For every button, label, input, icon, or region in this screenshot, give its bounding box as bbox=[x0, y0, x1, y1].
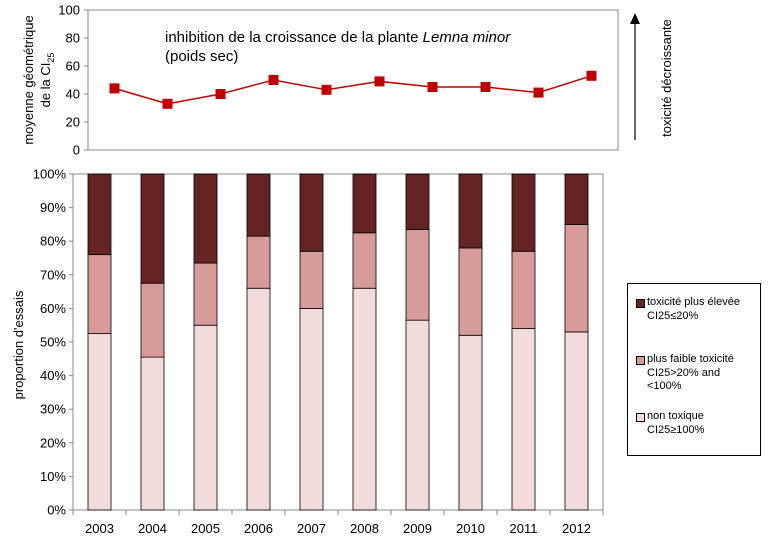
line-chart-series bbox=[109, 70, 597, 109]
bar-2011-series-2 bbox=[511, 173, 536, 252]
bar-x-tick-label-2008: 2008 bbox=[350, 521, 379, 536]
line-y-tick-label: 0 bbox=[73, 143, 80, 158]
bar-x-tick-label-2004: 2004 bbox=[138, 521, 167, 536]
legend-label-low-toxicity-1: plus faible toxicité bbox=[647, 353, 734, 365]
bar-2007-series-0 bbox=[299, 307, 324, 511]
line-point-2003 bbox=[109, 83, 120, 94]
bar-y-tick-label: 100% bbox=[33, 167, 67, 182]
legend: toxicité plus élevée CI25≤20% plus faibl… bbox=[627, 283, 761, 456]
bar-2009-series-0 bbox=[405, 319, 430, 511]
bar-2005-series-1 bbox=[193, 262, 218, 326]
line-point-2004 bbox=[162, 98, 173, 109]
bar-2009-series-2 bbox=[405, 173, 430, 230]
bar-2011-series-0 bbox=[511, 328, 536, 511]
bar-2006-series-1 bbox=[246, 235, 271, 289]
bar-y-tick-label: 80% bbox=[40, 234, 66, 249]
line-point-2005 bbox=[215, 89, 226, 99]
bar-2008-series-1 bbox=[352, 232, 377, 289]
line-point-2010 bbox=[480, 82, 491, 92]
bar-2010-series-0 bbox=[458, 334, 483, 511]
bar-y-tick-label: 0% bbox=[47, 503, 66, 518]
line-y-tick-label: 60 bbox=[66, 59, 80, 74]
line-point-2012 bbox=[586, 70, 597, 81]
line-y-tick-label: 80 bbox=[66, 31, 80, 46]
bar-2003-series-1 bbox=[87, 254, 112, 334]
line-chart-ylabel-line1: moyenne géométrique bbox=[21, 15, 36, 144]
bar-chart-x-ticks: 2003 2004 2005 2006 2007 2008 2009 2010 2011 2012 bbox=[72, 510, 604, 536]
line-point-2007 bbox=[321, 84, 332, 95]
legend-label-low-toxicity-2: CI25>20% and bbox=[647, 366, 721, 379]
line-series-path bbox=[114, 75, 592, 105]
bar-2010-series-1 bbox=[458, 247, 483, 336]
bar-2005-series-0 bbox=[193, 324, 218, 511]
bar-y-tick-label: 90% bbox=[40, 200, 66, 215]
bar-y-tick-label: 60% bbox=[40, 301, 66, 316]
line-chart-ylabel-line2: de la CI25 bbox=[38, 53, 56, 108]
bar-2008-series-0 bbox=[352, 287, 377, 511]
bar-x-tick-label-2007: 2007 bbox=[297, 521, 326, 536]
bar-chart-ylabel: proportion d'essais bbox=[11, 290, 26, 399]
legend-label-non-toxic-1: non toxique bbox=[647, 410, 704, 422]
bar-x-tick-label-2010: 2010 bbox=[456, 521, 485, 536]
legend-label-low-toxicity-3: <100% bbox=[647, 380, 682, 392]
bar-x-tick-label-2011: 2011 bbox=[510, 521, 538, 536]
bar-2004-series-1 bbox=[140, 282, 165, 358]
legend-label-high-toxicity-2: CI25≤20% bbox=[647, 309, 699, 322]
bar-2003-series-0 bbox=[87, 333, 112, 511]
legend-label-non-toxic-2: CI25≥100% bbox=[647, 423, 705, 436]
line-y-tick-label: 40 bbox=[66, 87, 80, 102]
legend-swatch-non-toxic bbox=[636, 413, 645, 422]
bar-y-tick-label: 20% bbox=[40, 435, 66, 450]
bar-2004-series-2 bbox=[140, 173, 165, 284]
bar-y-tick-label: 50% bbox=[40, 335, 66, 350]
bar-2007-series-1 bbox=[299, 250, 324, 309]
bar-y-tick-label: 40% bbox=[40, 368, 66, 383]
bar-2008-series-2 bbox=[352, 173, 377, 234]
bar-y-tick-label: 30% bbox=[40, 402, 66, 417]
bar-2006-series-2 bbox=[246, 173, 271, 237]
bar-2003-series-2 bbox=[87, 173, 112, 256]
toxicity-arrow-head bbox=[630, 13, 640, 24]
legend-swatch-low-toxicity bbox=[636, 356, 645, 365]
bar-2004-series-0 bbox=[140, 356, 165, 511]
bar-2009-series-1 bbox=[405, 229, 430, 321]
bar-chart-bars bbox=[87, 173, 589, 511]
line-chart-frame bbox=[87, 9, 619, 151]
bar-x-tick-label-2006: 2006 bbox=[244, 521, 273, 536]
bar-chart-y-ticks: 0% 10% 20% 30% 40% 50% 60% 70% 80% 90% 100% bbox=[33, 167, 73, 518]
line-y-tick-label: 20 bbox=[66, 115, 80, 130]
line-chart-y-ticks: 0 20 40 60 80 100 bbox=[58, 3, 88, 158]
bar-2006-series-0 bbox=[246, 287, 271, 511]
line-point-2008 bbox=[374, 76, 385, 87]
line-point-2009 bbox=[427, 82, 438, 92]
toxicity-axis-label: toxicité décroissante bbox=[659, 19, 674, 137]
legend-swatch-high-toxicity bbox=[636, 299, 645, 308]
legend-label-high-toxicity-1: toxicité plus élevée bbox=[647, 296, 740, 308]
bar-x-tick-label-2009: 2009 bbox=[403, 521, 432, 536]
bar-x-tick-label-2003: 2003 bbox=[85, 521, 114, 536]
bar-2011-series-1 bbox=[511, 250, 536, 329]
line-chart-title: inhibition de la croissance de la plante… bbox=[165, 29, 511, 46]
bar-x-tick-label-2012: 2012 bbox=[562, 521, 591, 536]
bar-y-tick-label: 10% bbox=[40, 469, 66, 484]
bar-2007-series-2 bbox=[299, 173, 324, 252]
bar-2005-series-2 bbox=[193, 173, 218, 264]
line-y-tick-label: 100 bbox=[58, 3, 80, 18]
line-chart-subtitle: (poids sec) bbox=[165, 48, 238, 65]
bar-2012-series-1 bbox=[564, 223, 589, 333]
line-point-2006 bbox=[268, 75, 279, 85]
bar-y-tick-label: 70% bbox=[40, 267, 66, 282]
line-point-2011 bbox=[533, 87, 544, 98]
bar-2012-series-0 bbox=[564, 331, 589, 511]
bar-x-tick-label-2005: 2005 bbox=[191, 521, 220, 536]
bar-2010-series-2 bbox=[458, 173, 483, 249]
bar-2012-series-2 bbox=[564, 173, 589, 225]
